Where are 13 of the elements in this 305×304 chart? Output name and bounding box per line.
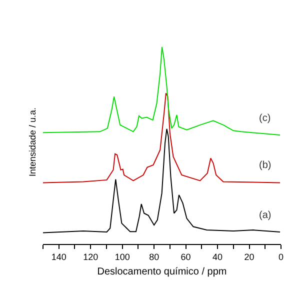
x-tick-label: 20	[244, 252, 254, 262]
series-label: (c)	[259, 113, 271, 124]
x-axis-title: Deslocamento químico / ppm	[97, 266, 227, 278]
x-tick-label: 60	[180, 252, 191, 262]
series-label: (a)	[259, 210, 272, 221]
series-label: (b)	[259, 160, 272, 171]
x-tick-label: 80	[149, 252, 160, 262]
x-tick-label: 120	[83, 252, 98, 262]
x-tick-label: 0	[278, 252, 284, 262]
x-tick-label: 140	[51, 252, 66, 262]
x-tick-label: 100	[114, 252, 130, 262]
y-axis-title: Intensidade / u.a.	[27, 107, 38, 177]
x-tick-label: 40	[212, 252, 223, 262]
